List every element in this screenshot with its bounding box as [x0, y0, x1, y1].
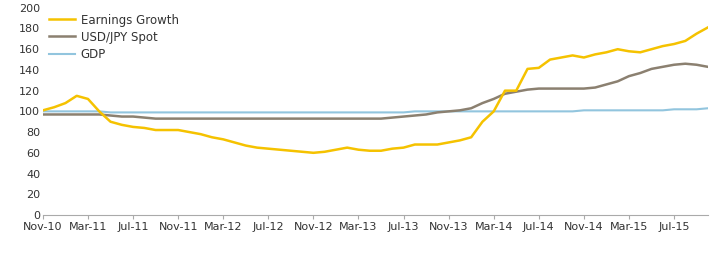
Earnings Growth [264, 147, 272, 150]
USD/JPY Spot [681, 62, 689, 65]
GDP [467, 110, 475, 113]
GDP [275, 111, 284, 114]
USD/JPY Spot [242, 117, 250, 120]
Legend: Earnings Growth, USD/JPY Spot, GDP: Earnings Growth, USD/JPY Spot, GDP [45, 10, 182, 64]
Earnings Growth [467, 136, 475, 139]
GDP [219, 111, 227, 114]
Earnings Growth [252, 146, 261, 149]
USD/JPY Spot [162, 117, 171, 120]
USD/JPY Spot [467, 107, 475, 110]
USD/JPY Spot [152, 117, 160, 120]
GDP [162, 111, 171, 114]
Earnings Growth [152, 128, 160, 132]
Earnings Growth [704, 26, 712, 29]
USD/JPY Spot [275, 117, 284, 120]
GDP [107, 111, 115, 114]
USD/JPY Spot [704, 65, 712, 68]
USD/JPY Spot [264, 117, 272, 120]
Earnings Growth [230, 141, 239, 144]
Earnings Growth [309, 151, 317, 154]
Line: USD/JPY Spot: USD/JPY Spot [43, 64, 708, 119]
USD/JPY Spot [39, 113, 47, 116]
Earnings Growth [207, 136, 216, 139]
GDP [39, 110, 47, 113]
GDP [242, 111, 250, 114]
USD/JPY Spot [219, 117, 227, 120]
Line: Earnings Growth: Earnings Growth [43, 27, 708, 153]
Line: GDP: GDP [43, 108, 708, 112]
GDP [264, 111, 272, 114]
GDP [704, 107, 712, 110]
Earnings Growth [39, 109, 47, 112]
